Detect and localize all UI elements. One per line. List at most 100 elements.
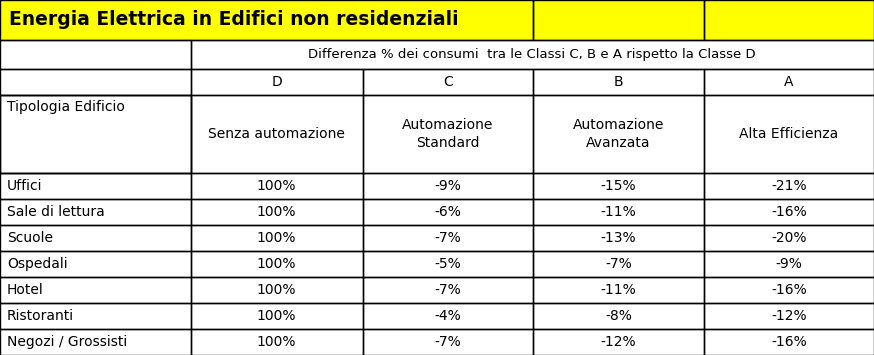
Text: -6%: -6% (434, 205, 461, 219)
Text: -11%: -11% (600, 205, 636, 219)
Bar (363, 173, 533, 199)
Text: -9%: -9% (434, 179, 461, 193)
Text: 100%: 100% (257, 205, 296, 219)
Bar (533, 199, 704, 225)
Text: Differenza % dei consumi  tra le Classi C, B e A rispetto la Classe D: Differenza % dei consumi tra le Classi C… (309, 48, 756, 61)
Bar (704, 251, 874, 277)
Bar (363, 277, 533, 303)
Text: Negozi / Grossisti: Negozi / Grossisti (7, 335, 128, 349)
Bar (533, 277, 704, 303)
Bar (0, 303, 191, 329)
Bar (363, 225, 533, 251)
Bar (363, 69, 533, 95)
Bar (363, 329, 533, 355)
Text: Sale di lettura: Sale di lettura (7, 205, 105, 219)
Text: -16%: -16% (771, 283, 807, 297)
Text: -12%: -12% (600, 335, 636, 349)
Text: 100%: 100% (257, 283, 296, 297)
Bar (0, 251, 191, 277)
Bar (0, 199, 191, 225)
Text: Senza automazione: Senza automazione (208, 127, 345, 141)
Text: -13%: -13% (600, 231, 636, 245)
Text: Automazione
Avanzata: Automazione Avanzata (572, 118, 664, 149)
Text: Ospedali: Ospedali (7, 257, 67, 271)
Bar (704, 303, 874, 329)
Bar (704, 329, 874, 355)
Bar (363, 329, 533, 355)
Bar (363, 95, 533, 173)
Text: Ristoranti: Ristoranti (7, 309, 74, 323)
Bar (0, 69, 191, 95)
Bar (191, 329, 363, 355)
Text: Energia Elettrica in Edifici non residenziali: Energia Elettrica in Edifici non residen… (9, 10, 458, 29)
Text: -5%: -5% (434, 257, 461, 271)
Bar (704, 225, 874, 251)
Bar (191, 199, 363, 225)
Text: -15%: -15% (600, 179, 636, 193)
Text: C: C (443, 75, 453, 89)
Bar (191, 40, 874, 69)
Text: -7%: -7% (434, 231, 461, 245)
Bar (533, 303, 704, 329)
Text: Alta Efficienza: Alta Efficienza (739, 127, 838, 141)
Bar (191, 251, 363, 277)
Text: -16%: -16% (771, 335, 807, 349)
Text: 100%: 100% (257, 231, 296, 245)
Bar (0, 95, 191, 173)
Bar (0, 303, 191, 329)
Text: -7%: -7% (434, 335, 461, 349)
Bar (363, 69, 533, 95)
Bar (191, 69, 363, 95)
Bar (191, 303, 363, 329)
Bar (0, 173, 191, 199)
Text: -9%: -9% (775, 257, 802, 271)
Bar (191, 173, 363, 199)
Bar (533, 303, 704, 329)
Bar (704, 69, 874, 95)
Text: -7%: -7% (605, 257, 632, 271)
Bar (533, 329, 704, 355)
Bar (0, 329, 191, 355)
Bar (0, 277, 191, 303)
Text: -7%: -7% (434, 283, 461, 297)
Bar (191, 251, 363, 277)
Bar (533, 173, 704, 199)
Bar (363, 303, 533, 329)
Bar (191, 225, 363, 251)
Bar (704, 69, 874, 95)
Bar (0, 95, 191, 173)
Bar (0, 95, 191, 173)
Bar (191, 95, 363, 173)
Bar (363, 251, 533, 277)
Bar (704, 0, 874, 40)
Bar (363, 303, 533, 329)
Text: -21%: -21% (771, 179, 807, 193)
Bar (0, 0, 533, 40)
Bar (191, 69, 363, 95)
Text: -20%: -20% (771, 231, 807, 245)
Bar (533, 0, 704, 40)
Bar (533, 0, 704, 40)
Bar (363, 199, 533, 225)
Bar (0, 0, 533, 40)
Text: 100%: 100% (257, 335, 296, 349)
Bar (533, 225, 704, 251)
Text: -4%: -4% (434, 309, 461, 323)
Bar (191, 303, 363, 329)
Text: A: A (784, 75, 794, 89)
Bar (191, 225, 363, 251)
Bar (704, 95, 874, 173)
Text: -16%: -16% (771, 205, 807, 219)
Bar (191, 95, 363, 173)
Bar (533, 173, 704, 199)
Bar (0, 173, 191, 199)
Text: 100%: 100% (257, 179, 296, 193)
Bar (191, 329, 363, 355)
Bar (704, 277, 874, 303)
Bar (704, 173, 874, 199)
Bar (704, 199, 874, 225)
Bar (0, 251, 191, 277)
Text: 100%: 100% (257, 309, 296, 323)
Bar (191, 277, 363, 303)
Bar (0, 225, 191, 251)
